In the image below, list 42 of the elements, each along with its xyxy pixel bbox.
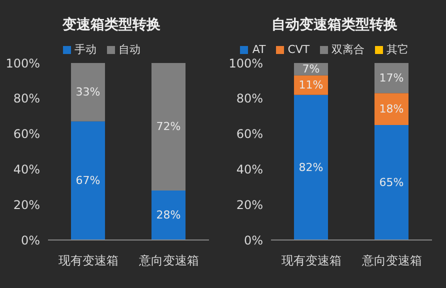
y-tick-label: 60%	[236, 127, 263, 142]
y-tick-label: 100%	[228, 56, 263, 70]
legend-label: 双离合	[332, 43, 365, 56]
y-tick-label: 20%	[236, 198, 263, 212]
data-label: 82%	[298, 160, 324, 174]
x-tick-label: 意向变速箱	[360, 254, 422, 268]
y-tick-label: 100%	[6, 56, 40, 70]
y-tick-label: 80%	[236, 92, 263, 106]
y-tick-label: 40%	[236, 162, 263, 176]
legend-label: 自动	[118, 43, 140, 56]
legend-label: CVT	[288, 43, 310, 56]
legend-label: 其它	[386, 43, 409, 56]
chart-title: 变速箱类型转换	[61, 16, 162, 35]
data-label: 17%	[379, 72, 404, 85]
bar	[71, 121, 105, 240]
bar	[374, 63, 408, 94]
bar	[294, 94, 328, 240]
x-tick-label: 意向变速箱	[138, 254, 199, 268]
y-tick-label: 60%	[13, 127, 40, 142]
data-label: 28%	[156, 208, 181, 222]
data-label: 67%	[76, 174, 100, 188]
data-label: 18%	[379, 102, 404, 116]
x-tick-label: 现有变速箱	[58, 254, 118, 268]
bar	[374, 93, 408, 125]
x-tick-label: 现有变速箱	[281, 254, 342, 268]
y-tick-label: 0%	[244, 233, 263, 248]
data-label: 65%	[379, 176, 404, 189]
data-label: 11%	[298, 78, 324, 92]
bar	[374, 124, 408, 240]
bar	[152, 190, 186, 240]
data-label: 7%	[302, 62, 320, 76]
y-tick-label: 0%	[20, 233, 40, 248]
y-tick-label: 80%	[13, 92, 40, 106]
y-tick-label: 40%	[13, 162, 40, 176]
bar	[152, 63, 186, 190]
data-label: 33%	[76, 86, 100, 99]
legend-label: AT	[252, 43, 266, 56]
y-tick-label: 20%	[13, 198, 40, 212]
chart-title: 自动变速箱类型转换	[270, 16, 398, 35]
data-label: 72%	[156, 120, 181, 134]
bar	[71, 63, 105, 122]
legend-label: 手动	[74, 43, 96, 56]
